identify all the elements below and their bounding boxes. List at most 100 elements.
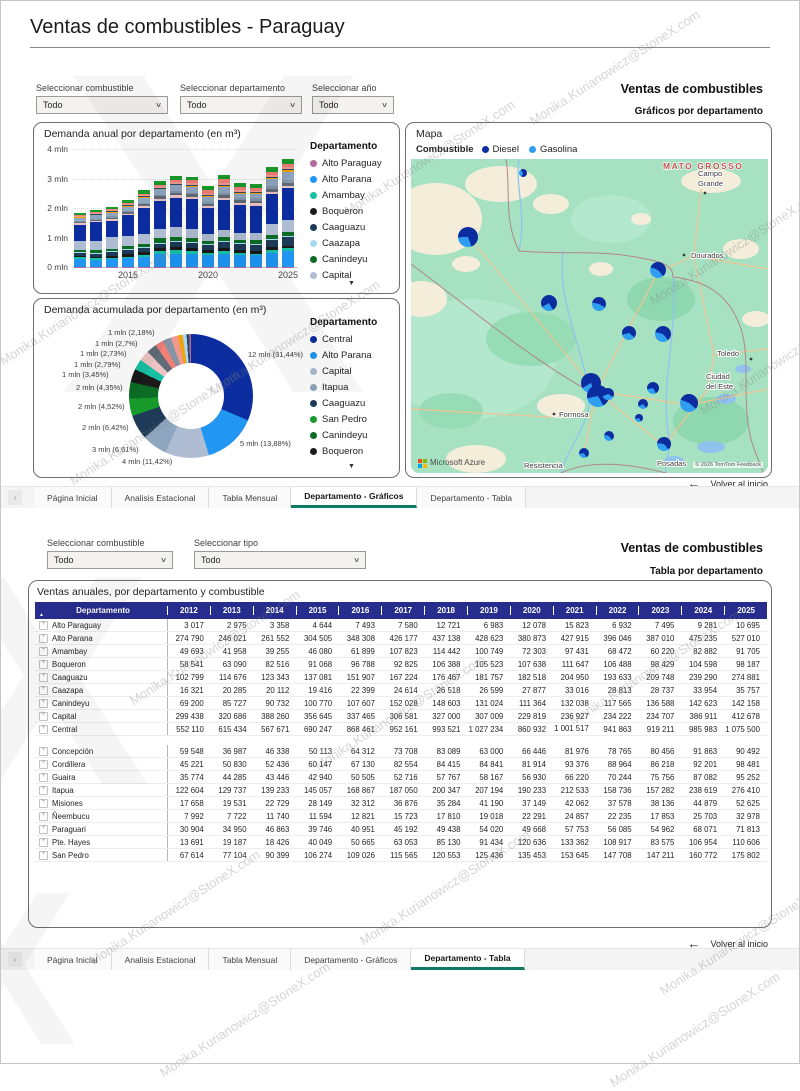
bar-segment — [250, 254, 262, 256]
legend-item[interactable]: Caazapa — [310, 235, 400, 251]
map-copyright[interactable]: © 2026 TomTom Feedback — [693, 462, 763, 468]
tab-departamento-tabla[interactable]: Departamento - Tabla — [417, 487, 526, 508]
legend-item[interactable]: Caaguazu — [310, 395, 400, 411]
map-pie-marker[interactable] — [519, 169, 527, 177]
tab-tabla-mensual[interactable]: Tabla Mensual — [209, 487, 291, 508]
expand-row-icon[interactable]: + — [39, 621, 48, 630]
map-pie-marker[interactable] — [650, 262, 666, 278]
expand-row-icon[interactable]: + — [39, 660, 48, 669]
legend-scroll-down-icon[interactable]: ▼ — [348, 280, 355, 287]
expand-row-icon[interactable]: + — [39, 673, 48, 682]
map-pie-marker[interactable] — [657, 437, 671, 451]
expand-row-icon[interactable]: + — [39, 747, 48, 756]
tab-página-inicial[interactable]: Página Inicial — [34, 487, 112, 508]
table-header-year[interactable]: 2025 — [724, 606, 767, 615]
slicer-dropdown[interactable]: Todo ∨ — [180, 96, 302, 114]
slicer-dropdown[interactable]: Todo ∨ — [194, 551, 366, 569]
legend-item[interactable]: Capital — [310, 363, 400, 379]
legend-item[interactable]: Boqueron — [310, 443, 400, 459]
tab-departamento-gráficos[interactable]: Departamento - Gráficos — [291, 949, 411, 970]
map-pie-marker[interactable] — [638, 399, 648, 409]
legend-item[interactable]: Alto Parana — [310, 347, 400, 363]
bar-segment — [170, 176, 182, 180]
bar-segment — [282, 232, 294, 236]
map-pie-marker[interactable] — [622, 326, 636, 340]
legend-scroll-down-icon[interactable]: ▼ — [348, 463, 355, 470]
table-header-year[interactable]: 2014 — [253, 606, 296, 615]
legend-item[interactable]: San Pedro — [310, 411, 400, 427]
table-header-year[interactable]: 2019 — [467, 606, 510, 615]
expand-row-icon[interactable]: + — [39, 686, 48, 695]
expand-row-icon[interactable]: + — [39, 773, 48, 782]
tab-tabla-mensual[interactable]: Tabla Mensual — [209, 949, 291, 970]
table-row-name: +Caazapa — [35, 684, 167, 696]
expand-row-icon[interactable]: + — [39, 799, 48, 808]
legend-item[interactable]: Caaguazu — [310, 219, 400, 235]
map-pie-marker[interactable] — [647, 382, 659, 394]
table-cell-value: 22 235 — [596, 810, 639, 822]
slicer-dropdown[interactable]: Todo ∨ — [312, 96, 394, 114]
map-pie-marker[interactable] — [604, 431, 614, 441]
table-cell-value: 181 757 — [467, 671, 510, 683]
legend-item[interactable]: Central — [310, 331, 400, 347]
table-header-year[interactable]: 2022 — [596, 606, 639, 615]
legend-item[interactable]: Canindeyu — [310, 251, 400, 267]
table-header-year[interactable]: 2021 — [553, 606, 596, 615]
table-cell-value: 98 429 — [639, 658, 682, 670]
table-header-year[interactable]: 2017 — [381, 606, 424, 615]
map-pie-marker[interactable] — [635, 414, 643, 422]
legend-item[interactable]: Boqueron — [310, 203, 400, 219]
table-header-year[interactable]: 2020 — [510, 606, 553, 615]
table-cell-value: 37 149 — [510, 797, 553, 809]
tab-analisis-estacional[interactable]: Analisis Estacional — [112, 487, 210, 508]
bar-segment — [266, 194, 278, 223]
tab-analisis-estacional[interactable]: Analisis Estacional — [112, 949, 210, 970]
legend-dot-icon — [310, 400, 317, 407]
map-pie-marker[interactable] — [592, 297, 606, 311]
expand-row-icon[interactable]: + — [39, 838, 48, 847]
expand-row-icon[interactable]: + — [39, 647, 48, 656]
map-pie-marker[interactable] — [541, 295, 557, 311]
table-header-year[interactable]: 2016 — [338, 606, 381, 615]
table-header-year[interactable]: 2024 — [681, 606, 724, 615]
expand-row-icon[interactable]: + — [39, 712, 48, 721]
expand-row-icon[interactable]: + — [39, 634, 48, 643]
expand-row-icon[interactable]: + — [39, 699, 48, 708]
legend-item[interactable]: Alto Paraguay — [310, 155, 400, 171]
bar-segment — [202, 255, 214, 266]
expand-row-icon[interactable]: + — [39, 851, 48, 860]
table-header-year[interactable]: 2018 — [424, 606, 467, 615]
map-pie-marker[interactable] — [579, 448, 589, 458]
tab-departamento-gráficos[interactable]: Departamento - Gráficos — [291, 487, 417, 508]
legend-item[interactable]: Itapua — [310, 379, 400, 395]
expand-row-icon[interactable]: + — [39, 786, 48, 795]
table-header-year[interactable]: 2023 — [638, 606, 681, 615]
slicer-dropdown[interactable]: Todo ∨ — [36, 96, 168, 114]
tab-nav-chevron-icon[interactable]: › — [8, 490, 22, 505]
map-pie-marker[interactable] — [655, 326, 671, 342]
report-title-2: Ventas de combustibles — [621, 541, 763, 555]
table-header-year[interactable]: 2013 — [210, 606, 253, 615]
legend-item[interactable]: Capital — [310, 267, 400, 283]
expand-row-icon[interactable]: + — [39, 760, 48, 769]
legend-item[interactable]: Amambay — [310, 187, 400, 203]
tab-departamento-tabla[interactable]: Departamento - Tabla — [411, 949, 524, 970]
table-cell-value: 20 285 — [211, 684, 254, 696]
map-pie-marker[interactable] — [680, 394, 698, 412]
slicer-dropdown[interactable]: Todo ∨ — [47, 551, 173, 569]
expand-row-icon[interactable]: + — [39, 725, 48, 734]
table-cell-value: 105 523 — [467, 658, 510, 670]
tab-página-inicial[interactable]: Página Inicial — [34, 949, 112, 970]
table-header-year[interactable]: 2012 — [167, 606, 210, 615]
expand-row-icon[interactable]: + — [39, 825, 48, 834]
map-pie-marker[interactable] — [602, 388, 614, 400]
legend-item[interactable]: Alto Parana — [310, 171, 400, 187]
table-header-year[interactable]: 2015 — [296, 606, 339, 615]
expand-row-icon[interactable]: + — [39, 812, 48, 821]
map-pie-marker[interactable] — [458, 227, 478, 247]
tab-nav-chevron-icon[interactable]: › — [8, 952, 22, 967]
legend-item[interactable]: Canindeyu — [310, 427, 400, 443]
table-header-departamento[interactable]: Departamento — [35, 606, 167, 615]
